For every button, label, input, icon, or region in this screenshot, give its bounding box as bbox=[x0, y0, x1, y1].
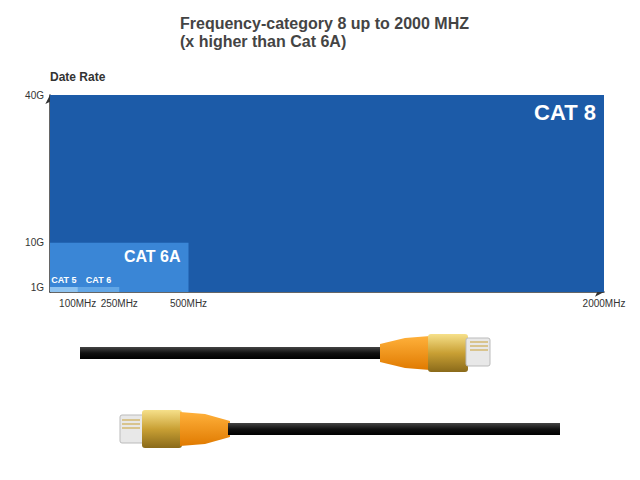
svg-text:10G: 10G bbox=[25, 237, 44, 248]
svg-text:1G: 1G bbox=[31, 282, 45, 293]
svg-text:250MHz: 250MHz bbox=[101, 298, 138, 309]
svg-text:Frequency-category 8 up to 200: Frequency-category 8 up to 2000 MHZ bbox=[180, 15, 469, 32]
svg-text:2000MHz: 2000MHz bbox=[583, 298, 626, 309]
svg-text:CAT 5: CAT 5 bbox=[51, 275, 76, 285]
svg-text:CAT 6: CAT 6 bbox=[86, 275, 111, 285]
svg-text:40G: 40G bbox=[25, 90, 44, 101]
svg-text:CAT 6A: CAT 6A bbox=[124, 248, 181, 265]
svg-text:CAT 8: CAT 8 bbox=[534, 100, 596, 125]
svg-text:(x higher than Cat 6A): (x higher than Cat 6A) bbox=[180, 33, 346, 50]
svg-text:500MHz: 500MHz bbox=[170, 298, 207, 309]
svg-text:Date Rate: Date Rate bbox=[50, 70, 106, 84]
svg-text:100MHz: 100MHz bbox=[59, 298, 96, 309]
